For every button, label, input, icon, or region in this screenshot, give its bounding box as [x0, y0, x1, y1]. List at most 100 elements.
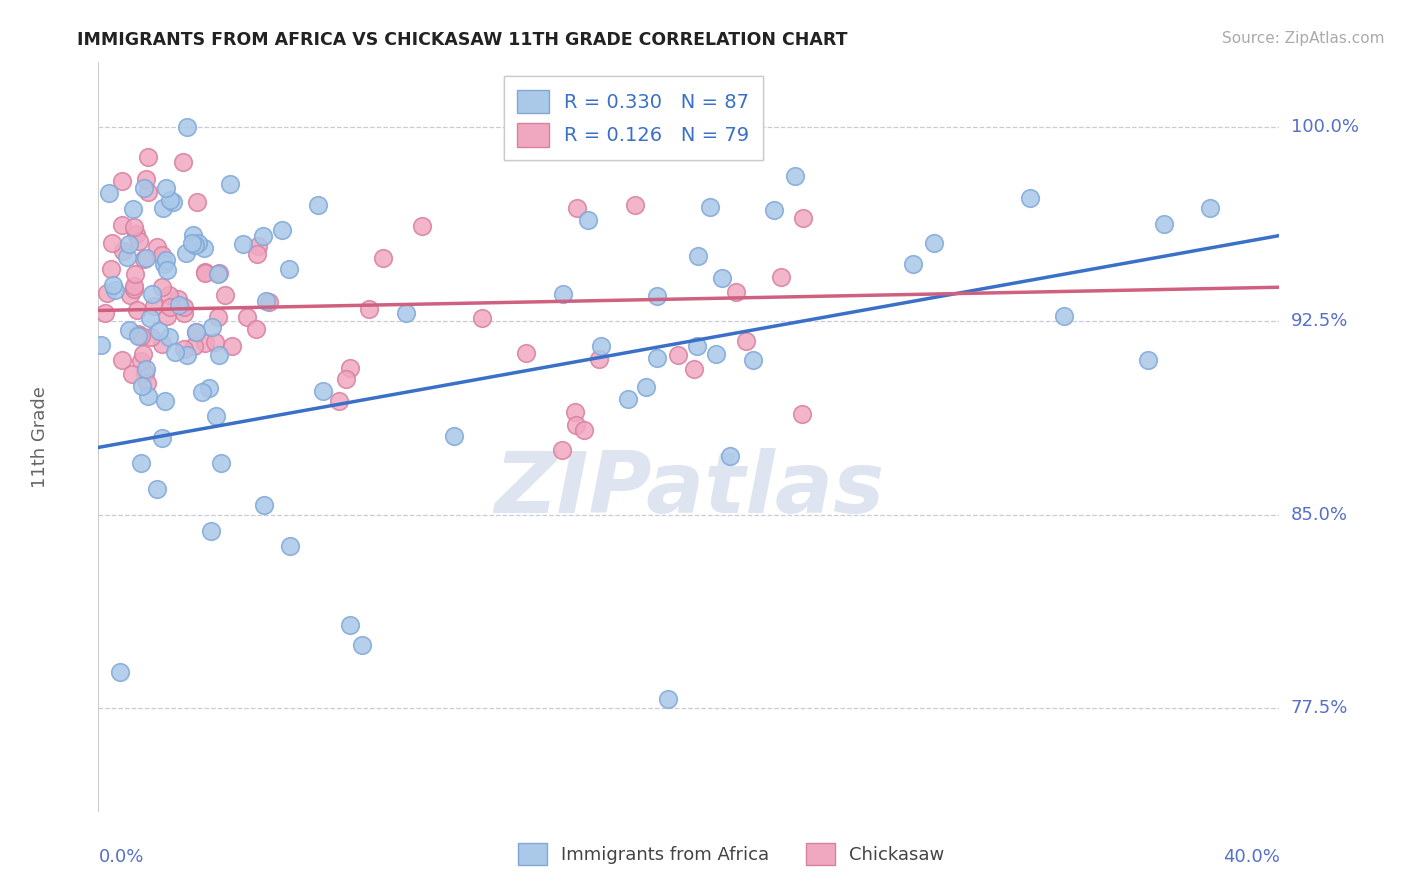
Point — [246, 239, 269, 253]
Point — [132, 252, 155, 266]
Point — [1198, 202, 1220, 216]
Point — [141, 286, 163, 301]
Point — [139, 311, 162, 326]
Point — [131, 329, 153, 343]
Point — [515, 346, 537, 360]
Point — [589, 339, 612, 353]
Point — [1136, 352, 1159, 367]
Point — [155, 181, 177, 195]
Point — [207, 266, 229, 280]
Point — [565, 201, 588, 215]
Point — [205, 409, 228, 423]
Point — [718, 449, 741, 463]
Point — [699, 201, 721, 215]
Point — [136, 376, 159, 390]
Point — [172, 155, 194, 169]
Text: 40.0%: 40.0% — [1223, 847, 1279, 866]
Point — [443, 429, 465, 443]
Point — [204, 334, 226, 349]
Point — [173, 301, 195, 315]
Point — [159, 193, 181, 207]
Point — [115, 250, 138, 264]
Point — [257, 295, 280, 310]
Point — [270, 222, 292, 236]
Point — [97, 186, 120, 200]
Point — [742, 352, 765, 367]
Point — [104, 283, 127, 297]
Point — [710, 271, 733, 285]
Point — [167, 298, 190, 312]
Point — [624, 197, 647, 211]
Point — [724, 285, 747, 300]
Point — [395, 306, 418, 320]
Point — [686, 249, 709, 263]
Point — [101, 278, 124, 293]
Point — [173, 306, 195, 320]
Point — [1153, 217, 1175, 231]
Text: 100.0%: 100.0% — [1291, 118, 1358, 136]
Point — [588, 351, 610, 366]
Text: Source: ZipAtlas.com: Source: ZipAtlas.com — [1222, 31, 1385, 46]
Point — [645, 351, 668, 365]
Point — [131, 456, 153, 470]
Point — [183, 339, 205, 353]
Point — [252, 228, 274, 243]
Point — [118, 287, 141, 301]
Point — [769, 269, 792, 284]
Point — [163, 344, 186, 359]
Point — [253, 498, 276, 512]
Point — [135, 252, 157, 266]
Point — [193, 241, 215, 255]
Point — [565, 417, 588, 432]
Point — [136, 389, 159, 403]
Point — [136, 185, 159, 199]
Point — [634, 380, 657, 394]
Point — [328, 394, 350, 409]
Point — [153, 257, 176, 271]
Point — [128, 234, 150, 248]
Point — [139, 329, 162, 343]
Point — [110, 665, 132, 679]
Point — [1019, 191, 1042, 205]
Point — [686, 339, 709, 353]
Point — [207, 268, 229, 282]
Point — [152, 201, 174, 215]
Point — [214, 288, 236, 302]
Point — [683, 362, 706, 376]
Point — [312, 384, 335, 398]
Point — [236, 310, 259, 324]
Legend: R = 0.330   N = 87, R = 0.126   N = 79: R = 0.330 N = 87, R = 0.126 N = 79 — [503, 76, 763, 161]
Point — [551, 287, 574, 301]
Point — [221, 339, 243, 353]
Point — [111, 218, 134, 232]
Point — [129, 354, 152, 368]
Point — [201, 320, 224, 334]
Point — [922, 235, 945, 250]
Point — [166, 292, 188, 306]
Point — [127, 327, 149, 342]
Point — [411, 219, 433, 233]
Point — [657, 691, 679, 706]
Point — [194, 266, 217, 280]
Legend: Immigrants from Africa, Chickasaw: Immigrants from Africa, Chickasaw — [510, 836, 952, 872]
Point — [162, 195, 184, 210]
Point — [219, 178, 242, 192]
Point — [335, 372, 357, 386]
Point — [159, 300, 181, 314]
Point — [96, 285, 118, 300]
Point — [173, 343, 195, 357]
Point — [1053, 310, 1076, 324]
Point — [125, 227, 148, 242]
Point — [617, 392, 640, 406]
Point — [156, 262, 179, 277]
Point — [359, 301, 381, 316]
Point — [118, 237, 141, 252]
Point — [134, 180, 156, 194]
Point — [148, 324, 170, 338]
Point — [186, 325, 208, 339]
Point — [127, 303, 149, 318]
Point — [246, 247, 269, 261]
Point — [792, 211, 814, 225]
Point — [200, 524, 222, 538]
Point — [131, 347, 153, 361]
